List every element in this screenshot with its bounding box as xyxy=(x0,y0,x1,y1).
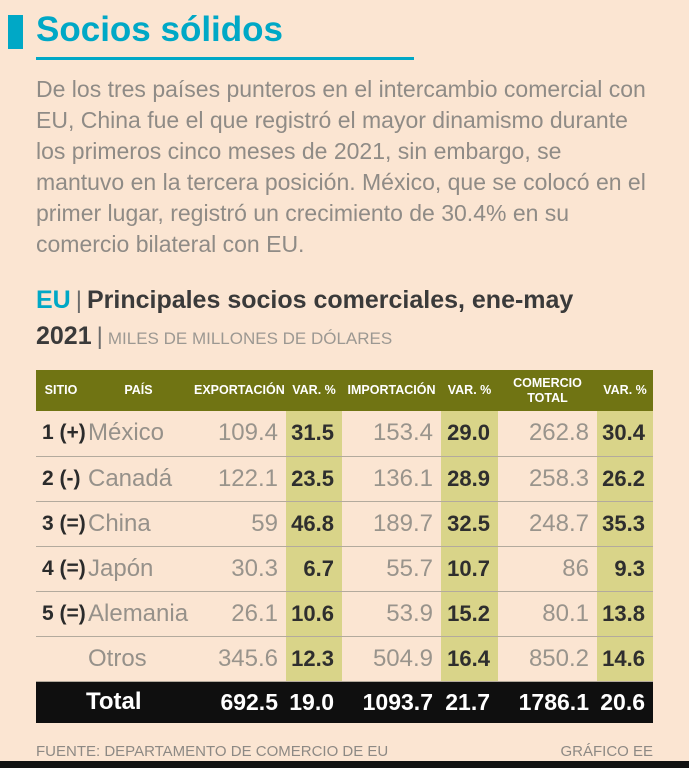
col-header-exportacion: EXPORTACIÓN xyxy=(191,370,286,411)
col-header-importacion: IMPORTACIÓN xyxy=(342,370,441,411)
cell-pais: Japón xyxy=(86,546,191,592)
cell-sitio: 2 (-) xyxy=(36,456,86,502)
subtitle-main: Principales socios comerciales, ene-may … xyxy=(36,286,574,350)
cell-var-total: 9.3 xyxy=(597,546,653,592)
cell-exportacion: 59 xyxy=(191,501,286,547)
cell-sitio: 4 (=) xyxy=(36,546,86,592)
cell-total-comercio-total: 1786.1 xyxy=(498,681,597,723)
table-header: SITIO PAÍS EXPORTACIÓN VAR. % IMPORTACIÓ… xyxy=(36,370,653,411)
cell-exportacion: 26.1 xyxy=(191,591,286,637)
table-row-mexico: 1 (+) México 109.4 31.5 153.4 29.0 262.8… xyxy=(36,411,653,457)
cell-comercio-total: 80.1 xyxy=(498,591,597,637)
table-row-canada: 2 (-) Canadá 122.1 23.5 136.1 28.9 258.3… xyxy=(36,456,653,502)
cell-var-total: 13.8 xyxy=(597,591,653,637)
cell-exportacion: 30.3 xyxy=(191,546,286,592)
col-header-var-importacion: VAR. % xyxy=(441,370,498,411)
cell-importacion: 55.7 xyxy=(342,546,441,592)
cell-sitio: 5 (=) xyxy=(36,591,86,637)
cell-total-var-importacion: 21.7 xyxy=(441,681,498,723)
table-row-china: 3 (=) China 59 46.8 189.7 32.5 248.7 35.… xyxy=(36,501,653,547)
cell-total-label: Total xyxy=(36,681,191,723)
cell-var-exportacion: 12.3 xyxy=(286,636,342,682)
cell-var-importacion: 10.7 xyxy=(441,546,498,592)
cell-sitio: 1 (+) xyxy=(36,411,86,457)
footer: FUENTE: DEPARTAMENTO DE COMERCIO DE EU G… xyxy=(36,743,653,760)
subtitle-prefix: EU xyxy=(36,286,71,314)
cell-total-exportacion: 692.5 xyxy=(191,681,286,723)
header-row: SITIO PAÍS EXPORTACIÓN VAR. % IMPORTACIÓ… xyxy=(36,370,653,411)
cell-comercio-total: 262.8 xyxy=(498,411,597,457)
cell-importacion: 136.1 xyxy=(342,456,441,502)
bottom-bar xyxy=(0,761,689,768)
title-block: Socios sólidos xyxy=(8,10,653,60)
subtitle-separator: | xyxy=(96,323,103,350)
source-note: FUENTE: DEPARTAMENTO DE COMERCIO DE EU xyxy=(36,743,389,760)
cell-exportacion: 345.6 xyxy=(191,636,286,682)
table-row-alemania: 5 (=) Alemania 26.1 10.6 53.9 15.2 80.1 … xyxy=(36,591,653,637)
cell-importacion: 189.7 xyxy=(342,501,441,547)
accent-square-icon xyxy=(8,15,23,49)
cell-var-exportacion: 6.7 xyxy=(286,546,342,592)
cell-var-exportacion: 23.5 xyxy=(286,456,342,502)
credit-note: GRÁFICO EE xyxy=(560,743,653,760)
cell-var-exportacion: 31.5 xyxy=(286,411,342,457)
cell-var-importacion: 15.2 xyxy=(441,591,498,637)
col-header-comercio-total: COMERCIO TOTAL xyxy=(498,370,597,411)
page-title: Socios sólidos xyxy=(36,10,414,60)
col-header-var-total: VAR. % xyxy=(597,370,653,411)
cell-var-exportacion: 46.8 xyxy=(286,501,342,547)
col-header-pais: PAÍS xyxy=(86,370,191,411)
intro-paragraph: De los tres países punteros en el interc… xyxy=(36,76,646,257)
cell-comercio-total: 850.2 xyxy=(498,636,597,682)
cell-var-total: 26.2 xyxy=(597,456,653,502)
cell-var-importacion: 32.5 xyxy=(441,501,498,547)
cell-importacion: 153.4 xyxy=(342,411,441,457)
table-subtitle: EU | Principales socios comerciales, ene-m… xyxy=(36,284,653,356)
table-body: 1 (+) México 109.4 31.5 153.4 29.0 262.8… xyxy=(36,411,653,723)
cell-var-total: 14.6 xyxy=(597,636,653,682)
cell-pais: Otros xyxy=(86,636,191,682)
cell-exportacion: 109.4 xyxy=(191,411,286,457)
table-row-total: Total 692.5 19.0 1093.7 21.7 1786.1 20.6 xyxy=(36,681,653,723)
col-header-var-exportacion: VAR. % xyxy=(286,370,342,411)
cell-comercio-total: 86 xyxy=(498,546,597,592)
cell-pais: Alemania xyxy=(86,591,191,637)
cell-importacion: 53.9 xyxy=(342,591,441,637)
cell-var-importacion: 28.9 xyxy=(441,456,498,502)
table-row-japon: 4 (=) Japón 30.3 6.7 55.7 10.7 86 9.3 xyxy=(36,546,653,592)
table-row-otros: Otros 345.6 12.3 504.9 16.4 850.2 14.6 xyxy=(36,636,653,682)
cell-total-importacion: 1093.7 xyxy=(342,681,441,723)
cell-exportacion: 122.1 xyxy=(191,456,286,502)
cell-sitio xyxy=(36,636,86,682)
cell-var-total: 30.4 xyxy=(597,411,653,457)
col-header-sitio: SITIO xyxy=(36,370,86,411)
cell-sitio: 3 (=) xyxy=(36,501,86,547)
cell-importacion: 504.9 xyxy=(342,636,441,682)
cell-comercio-total: 258.3 xyxy=(498,456,597,502)
cell-var-total: 35.3 xyxy=(597,501,653,547)
cell-pais: México xyxy=(86,411,191,457)
subtitle-separator: | xyxy=(75,287,82,314)
cell-pais: Canadá xyxy=(86,456,191,502)
cell-pais: China xyxy=(86,501,191,547)
cell-total-var-exportacion: 19.0 xyxy=(286,681,342,723)
cell-comercio-total: 248.7 xyxy=(498,501,597,547)
cell-var-exportacion: 10.6 xyxy=(286,591,342,637)
subtitle-units: MILES DE MILLONES DE DÓLARES xyxy=(107,329,393,348)
cell-var-importacion: 16.4 xyxy=(441,636,498,682)
cell-var-importacion: 29.0 xyxy=(441,411,498,457)
cell-total-var-total: 20.6 xyxy=(597,681,653,723)
trade-partners-table: SITIO PAÍS EXPORTACIÓN VAR. % IMPORTACIÓ… xyxy=(36,370,653,723)
